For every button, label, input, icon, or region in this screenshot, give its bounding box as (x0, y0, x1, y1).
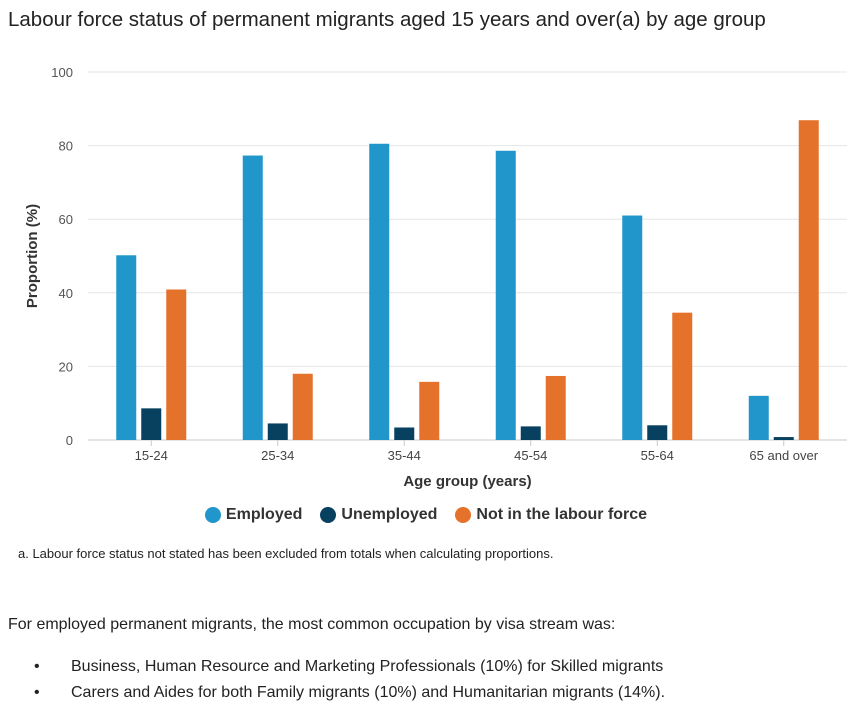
y-tick-label: 0 (66, 433, 73, 448)
bar-chart: 0 20 40 60 80 100 Proportion (%) 15-24 25-34 35-4… (24, 65, 847, 490)
x-tick-label: 35-44 (388, 448, 421, 463)
y-tick-label: 100 (51, 65, 73, 80)
chart-title: Labour force status of permanent migrant… (8, 8, 766, 31)
y-axis-label: Proportion (%) (24, 204, 41, 308)
bar-employed-65-and-over (748, 395, 769, 440)
bar-unemployed-35-44 (394, 427, 415, 440)
y-tick-label: 20 (59, 359, 73, 374)
bar-employed-15-24 (116, 255, 137, 440)
legend-item-employed[interactable]: Employed (204, 506, 303, 524)
bar-unemployed-45-54 (520, 426, 541, 440)
bar-not-in-the-labour-force-65-and-over (798, 120, 819, 440)
list-item: • Business, Human Resource and Marketing… (34, 657, 665, 683)
bar-unemployed-25-34 (267, 423, 288, 440)
legend-marker-employed (204, 507, 221, 523)
y-tick-label: 80 (59, 139, 73, 154)
bar-not-in-the-labour-force-55-64 (672, 312, 693, 440)
bar-employed-55-64 (622, 215, 643, 440)
bar-unemployed-65-and-over (773, 437, 794, 440)
bar-not-in-the-labour-force-45-54 (545, 375, 566, 440)
bullet-icon: • (34, 684, 40, 701)
bar-unemployed-55-64 (647, 425, 668, 440)
x-axis-label: Age group (years) (403, 473, 531, 490)
list-item: • Carers and Aides for both Family migra… (34, 683, 665, 709)
legend-marker-not-in-labour-force (455, 507, 472, 523)
legend-label-unemployed: Unemployed (341, 506, 438, 523)
x-tick-label: 65 and over (749, 448, 818, 463)
legend-label-not-in-labour-force: Not in the labour force (476, 506, 648, 523)
x-tick-label: 55-64 (641, 448, 674, 463)
y-tick-label: 60 (59, 212, 73, 227)
bar-not-in-the-labour-force-15-24 (166, 289, 187, 440)
occupation-list: • Business, Human Resource and Marketing… (34, 657, 665, 709)
chart-legend: Employed Unemployed Not in the labour fo… (0, 506, 852, 524)
x-tick-label: 45-54 (514, 448, 547, 463)
chart-footnote: a. Labour force status not stated has be… (18, 546, 554, 561)
bar-employed-45-54 (495, 150, 516, 440)
list-item-text: Business, Human Resource and Marketing P… (71, 658, 664, 675)
bullet-icon: • (34, 658, 40, 675)
legend-label-employed: Employed (225, 506, 303, 523)
x-tick-label: 15-24 (135, 448, 168, 463)
list-item-text: Carers and Aides for both Family migrant… (71, 684, 666, 701)
y-tick-label: 40 (59, 286, 73, 301)
bar-not-in-the-labour-force-25-34 (292, 373, 313, 440)
bar-unemployed-15-24 (141, 408, 162, 440)
bar-not-in-the-labour-force-35-44 (419, 381, 440, 440)
body-paragraph: For employed permanent migrants, the mos… (8, 616, 616, 633)
x-tick-label: 25-34 (261, 448, 294, 463)
legend-marker-unemployed (320, 507, 337, 523)
legend-item-unemployed[interactable]: Unemployed (320, 506, 437, 524)
bar-employed-25-34 (242, 155, 263, 440)
bar-employed-35-44 (369, 143, 390, 440)
legend-item-not-in-labour-force[interactable]: Not in the labour force (455, 506, 647, 524)
